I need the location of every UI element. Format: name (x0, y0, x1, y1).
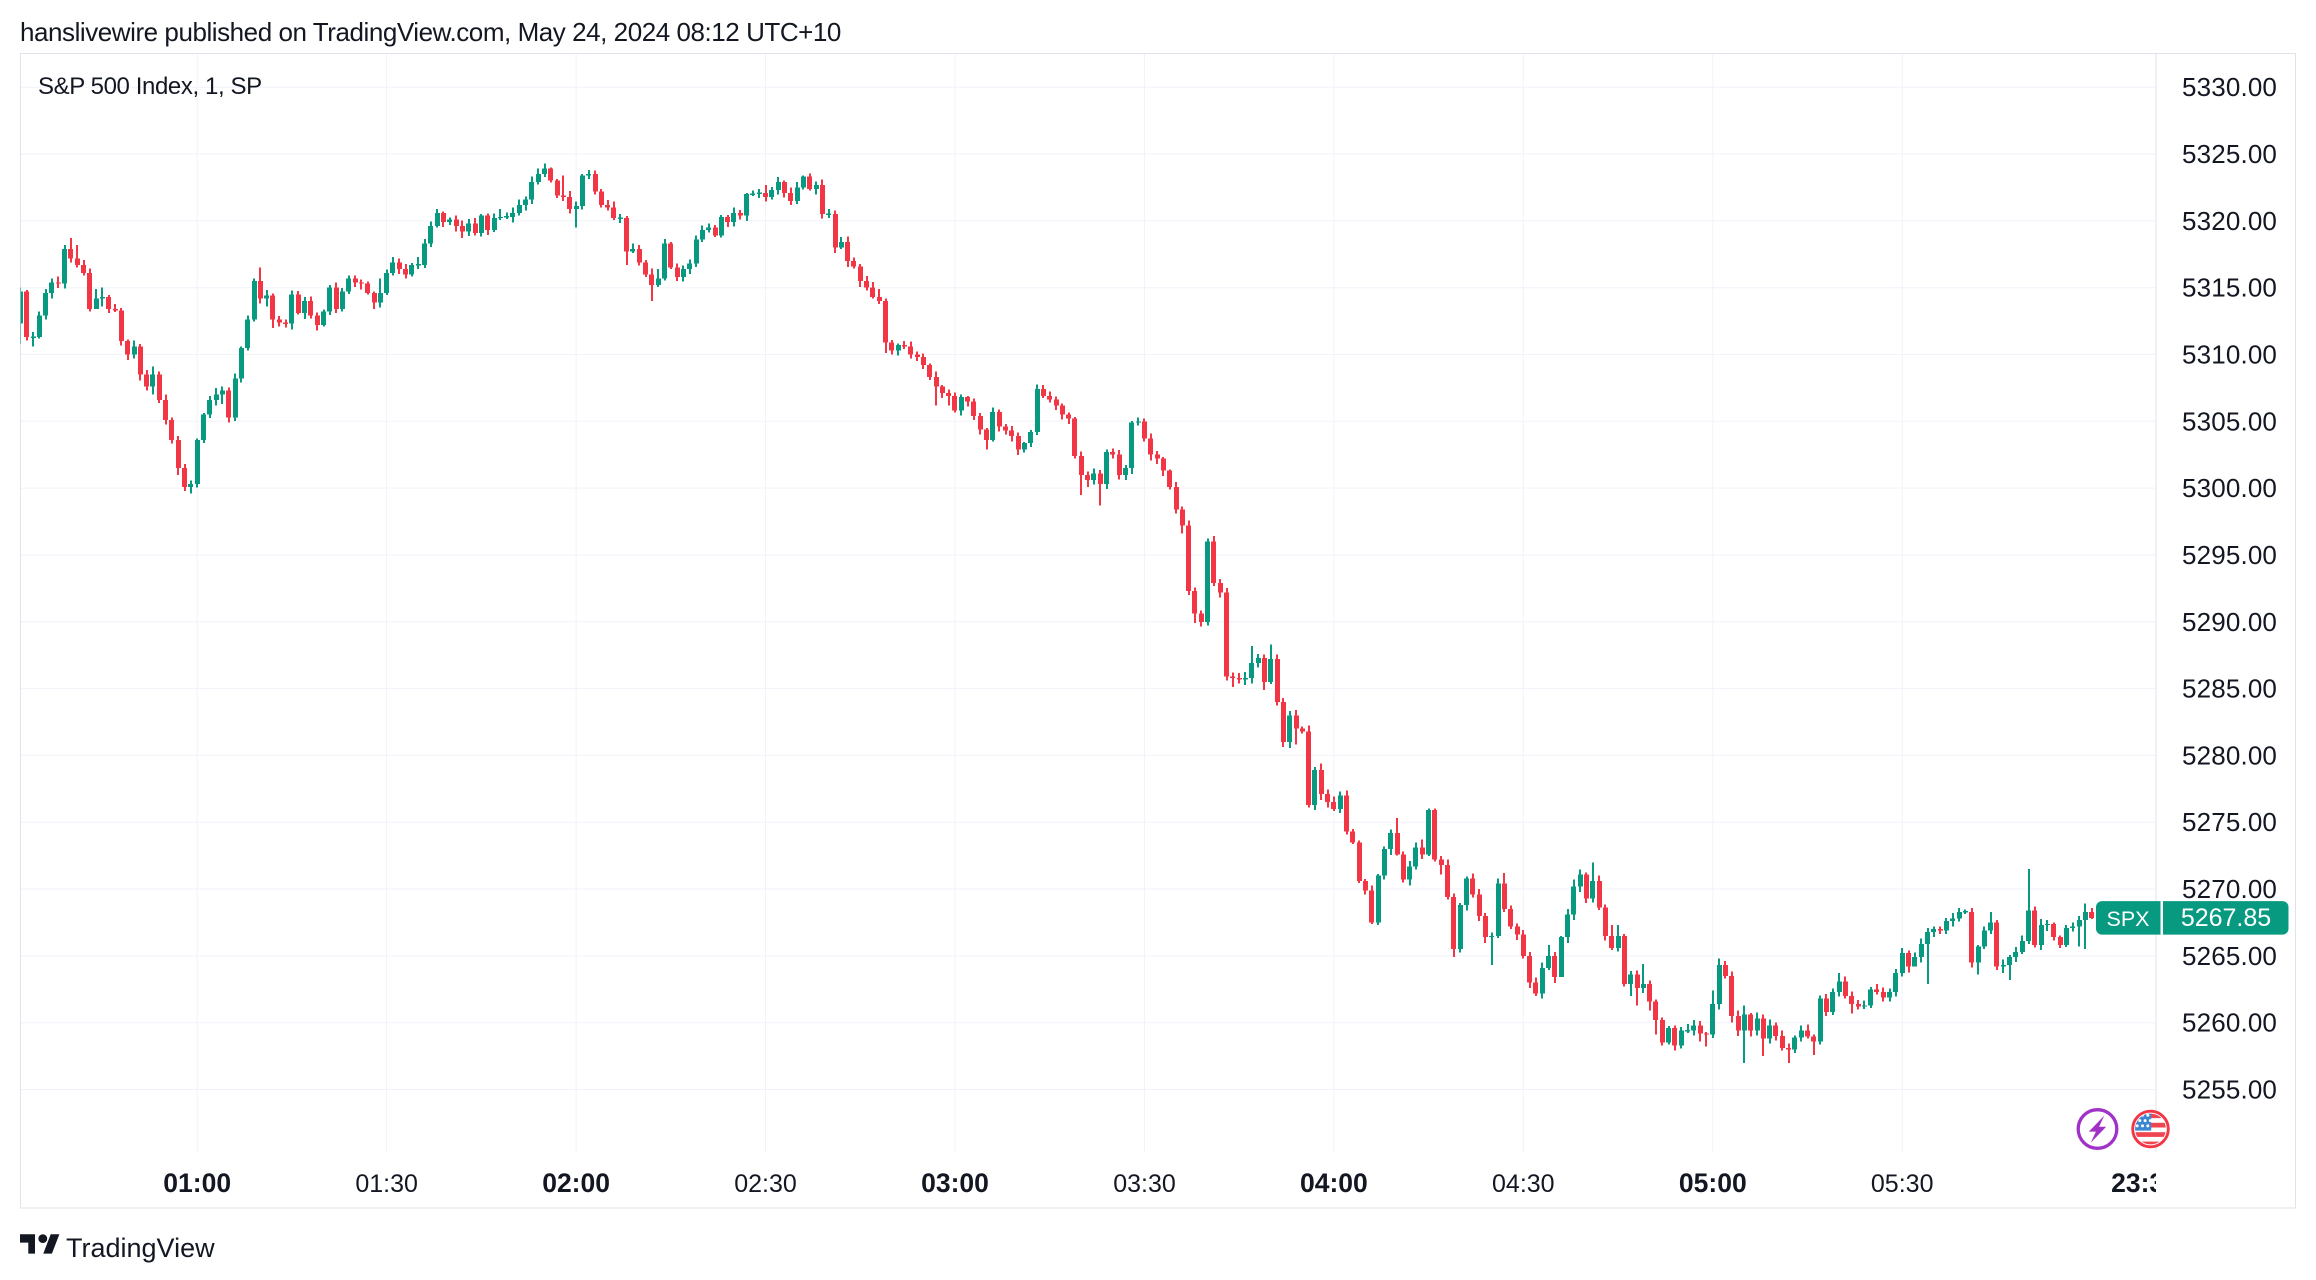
svg-text:5320.00: 5320.00 (2182, 206, 2277, 236)
svg-text:5310.00: 5310.00 (2182, 340, 2277, 370)
svg-text:hanslivewire published on Trad: hanslivewire published on TradingView.co… (20, 17, 841, 47)
svg-text:5315.00: 5315.00 (2182, 273, 2277, 303)
svg-text:5255.00: 5255.00 (2182, 1075, 2277, 1105)
svg-text:5290.00: 5290.00 (2182, 607, 2277, 637)
svg-text:TradingView: TradingView (66, 1233, 215, 1263)
svg-text:04:00: 04:00 (1300, 1168, 1368, 1198)
svg-text:5325.00: 5325.00 (2182, 139, 2277, 169)
svg-text:5330.00: 5330.00 (2182, 72, 2277, 102)
svg-text:5295.00: 5295.00 (2182, 540, 2277, 570)
svg-text:03:00: 03:00 (921, 1168, 989, 1198)
svg-text:05:00: 05:00 (1679, 1168, 1747, 1198)
svg-text:5265.00: 5265.00 (2182, 941, 2277, 971)
svg-text:5267.85: 5267.85 (2181, 904, 2271, 932)
svg-text:5300.00: 5300.00 (2182, 473, 2277, 503)
svg-text:05:30: 05:30 (1871, 1170, 1934, 1198)
svg-text:01:00: 01:00 (163, 1168, 231, 1198)
svg-text:02:30: 02:30 (734, 1170, 797, 1198)
svg-text:SPX: SPX (2106, 907, 2149, 931)
svg-text:02:00: 02:00 (542, 1168, 610, 1198)
svg-text:04:30: 04:30 (1492, 1170, 1555, 1198)
svg-text:03:30: 03:30 (1113, 1170, 1176, 1198)
svg-text:23:30: 23:30 (2111, 1168, 2179, 1198)
svg-text:5305.00: 5305.00 (2182, 406, 2277, 436)
svg-text:5275.00: 5275.00 (2182, 807, 2277, 837)
svg-text:5270.00: 5270.00 (2182, 874, 2277, 904)
svg-text:01:30: 01:30 (355, 1170, 418, 1198)
svg-text:5260.00: 5260.00 (2182, 1008, 2277, 1038)
svg-text:5285.00: 5285.00 (2182, 674, 2277, 704)
svg-text:5280.00: 5280.00 (2182, 740, 2277, 770)
svg-text:S&P 500 Index, 1, SP: S&P 500 Index, 1, SP (38, 73, 262, 100)
